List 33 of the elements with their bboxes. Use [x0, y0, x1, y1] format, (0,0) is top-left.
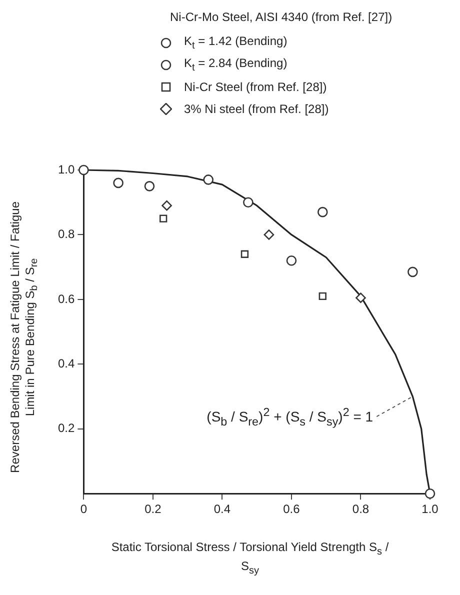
point [318, 292, 326, 300]
x-tick-label: 1.0 [422, 502, 439, 516]
y-tick-label: 1.0 [58, 162, 75, 176]
legend-label: K$_{t}$ = 2.84 (Bending) [184, 56, 288, 74]
y-tick-label: 0.2 [58, 421, 75, 436]
point [144, 181, 155, 192]
point [243, 197, 254, 208]
y-tick-label: 0.6 [58, 292, 75, 306]
legend-label: 3% Ni steel (from Ref. [28]) [184, 102, 329, 116]
text: (S$_{b}$ / S$_{re}$)$^{2}$ + (S$_{s}$ / S$_{sy}$)$^{2}$ = 1 [206, 406, 374, 428]
x-tick-label: 0.8 [352, 502, 370, 516]
point [424, 488, 436, 499]
point [160, 214, 168, 222]
y-tick-label: 0.8 [58, 227, 75, 242]
legend-title: Ni-Cr-Mo Steel, AISI 4340 (from Ref. [27]) [170, 10, 392, 24]
legend-label: Ni-Cr Steel (from Ref. [28]) [184, 80, 327, 94]
point [162, 200, 172, 211]
legend-label: K$_{t}$ = 1.42 (Bending) [184, 34, 288, 52]
point [286, 255, 297, 266]
point [408, 266, 418, 278]
point [240, 250, 249, 258]
text: Static Torsional Stress / Torsional Yield Strength S$_{s}$ / S$_{sy}$ [111, 540, 389, 577]
point [356, 292, 366, 303]
point [264, 230, 274, 240]
point [203, 174, 214, 185]
x-tick-label: 0 [80, 502, 88, 516]
y-tick-label: 0.4 [58, 356, 75, 370]
x-tick-label: 0.4 [214, 502, 231, 516]
point [78, 164, 89, 176]
x-tick-label: 0.6 [283, 502, 300, 516]
point [113, 178, 124, 188]
point [317, 206, 328, 218]
x-tick-label: 0.2 [144, 502, 162, 516]
